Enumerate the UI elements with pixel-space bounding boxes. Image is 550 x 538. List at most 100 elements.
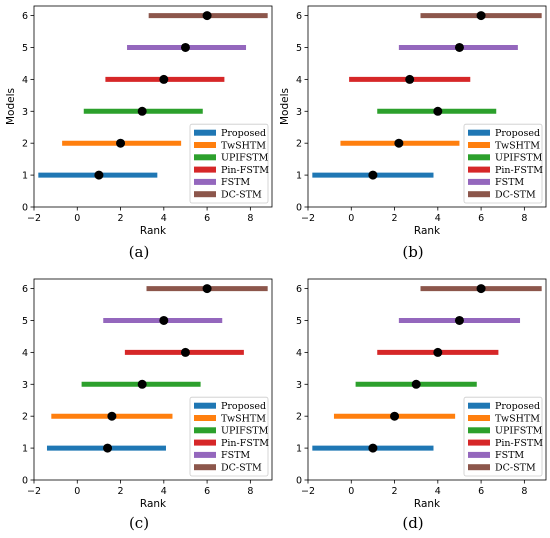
legend-label: Pin-FSTM: [495, 165, 543, 176]
rank-marker-upifstm: [137, 379, 147, 389]
y-tick-label: 4: [296, 348, 302, 359]
legend-swatch-upifstm: [194, 427, 216, 434]
chart-panel-2: −2 0 2 4 6 80123456RankModelsProposedTwSHTMUP…: [279, 5, 547, 261]
x-tick-label: 2: [392, 213, 398, 224]
plot-frame: [33, 5, 273, 208]
y-tick-label: 0: [296, 203, 302, 214]
y-tick-label: 5: [296, 316, 302, 327]
rank-marker-fstm: [159, 315, 169, 325]
x-tick-label: 0: [74, 486, 80, 497]
legend-swatch-twshtm: [468, 415, 490, 421]
legend-label: UPIFSTM: [495, 153, 543, 164]
x-tick-label: 4: [435, 486, 441, 497]
legend-label: Proposed: [221, 128, 266, 139]
plot-frame: [33, 278, 273, 481]
y-tick-label: 1: [296, 444, 302, 455]
x-tick-label: 8: [521, 486, 527, 497]
panel-caption: (a): [129, 243, 150, 261]
y-tick-label: 2: [296, 412, 302, 423]
legend-swatch-fstm: [468, 178, 490, 185]
x-tick-label: −2: [301, 213, 315, 224]
legend-label: FSTM: [495, 177, 524, 188]
legend-label: Pin-FSTM: [495, 438, 543, 449]
legend-label: FSTM: [221, 177, 250, 188]
x-tick-label: 6: [204, 486, 210, 497]
x-tick-label: 0: [348, 486, 354, 497]
legend-label: DC-STM: [495, 190, 536, 201]
y-tick-label: 0: [22, 476, 28, 487]
rank-marker-dc-stm: [476, 284, 486, 294]
panel-caption: (c): [129, 514, 149, 532]
legend-swatch-proposed: [194, 402, 216, 409]
x-tick-label: 0: [348, 213, 354, 224]
x-tick-label: 2: [118, 486, 124, 497]
legend-swatch-proposed: [468, 402, 490, 409]
rank-marker-dc-stm: [202, 284, 212, 294]
x-axis-label: Rank: [140, 225, 167, 237]
y-tick-label: 4: [296, 75, 302, 86]
x-tick-label: 6: [204, 213, 210, 224]
legend-label: TwSHTM: [495, 140, 540, 151]
legend-label: UPIFSTM: [495, 426, 543, 437]
x-axis-label: Rank: [414, 498, 441, 510]
rank-marker-pin-fstm: [433, 347, 443, 357]
panel-caption: (b): [402, 243, 423, 261]
x-tick-label: 0: [74, 213, 80, 224]
y-tick-label: 1: [22, 171, 28, 182]
rank-marker-fstm: [454, 315, 464, 325]
y-tick-label: 0: [22, 203, 28, 214]
legend-label: TwSHTM: [221, 140, 266, 151]
y-tick-label: 1: [296, 171, 302, 182]
rank-marker-twshtm: [116, 138, 126, 148]
legend-label: Proposed: [495, 401, 540, 412]
x-tick-label: 6: [478, 486, 484, 497]
x-tick-label: −2: [301, 486, 315, 497]
legend-label: Proposed: [495, 128, 540, 139]
y-tick-label: 1: [22, 444, 28, 455]
y-tick-label: 3: [296, 380, 302, 391]
x-tick-label: 8: [521, 213, 527, 224]
y-tick-label: 5: [296, 43, 302, 54]
x-axis-label: Rank: [140, 498, 167, 510]
x-axis-label: Rank: [414, 225, 441, 237]
chart-panel-4: −2 0 2 4 6 80123456RankProposedTwSHTMUPIFSTMP…: [296, 278, 547, 532]
legend-swatch-upifstm: [468, 154, 490, 161]
x-tick-label: −2: [27, 486, 41, 497]
rank-marker-proposed: [94, 170, 104, 180]
x-tick-label: 8: [247, 213, 253, 224]
legend-swatch-dc-stm: [194, 464, 216, 471]
plot-frame: [307, 5, 547, 208]
y-tick-label: 6: [296, 11, 302, 22]
y-tick-label: 3: [296, 107, 302, 118]
legend-swatch-fstm: [194, 451, 216, 458]
legend-label: FSTM: [221, 450, 250, 461]
rank-marker-upifstm: [411, 379, 421, 389]
rank-marker-proposed: [103, 443, 113, 453]
legend-label: Pin-FSTM: [221, 438, 269, 449]
y-tick-label: 2: [22, 412, 28, 423]
y-tick-label: 2: [22, 139, 28, 150]
legend-label: UPIFSTM: [221, 426, 269, 437]
y-tick-label: 0: [296, 476, 302, 487]
rank-marker-pin-fstm: [405, 74, 415, 84]
y-tick-label: 6: [22, 11, 28, 22]
x-tick-label: 4: [161, 486, 167, 497]
legend-swatch-fstm: [194, 178, 216, 185]
plot-frame: [307, 278, 547, 481]
y-tick-label: 4: [22, 348, 28, 359]
legend-label: DC-STM: [221, 463, 262, 474]
y-tick-label: 5: [22, 316, 28, 327]
legend-label: UPIFSTM: [221, 153, 269, 164]
rank-marker-upifstm: [137, 106, 147, 116]
rank-marker-pin-fstm: [180, 347, 190, 357]
rank-marker-fstm: [454, 42, 464, 52]
rank-marker-dc-stm: [202, 11, 212, 21]
legend-swatch-upifstm: [194, 154, 216, 161]
legend-label: DC-STM: [495, 463, 536, 474]
legend-swatch-pin-fstm: [468, 439, 490, 446]
y-tick-label: 6: [22, 284, 28, 295]
